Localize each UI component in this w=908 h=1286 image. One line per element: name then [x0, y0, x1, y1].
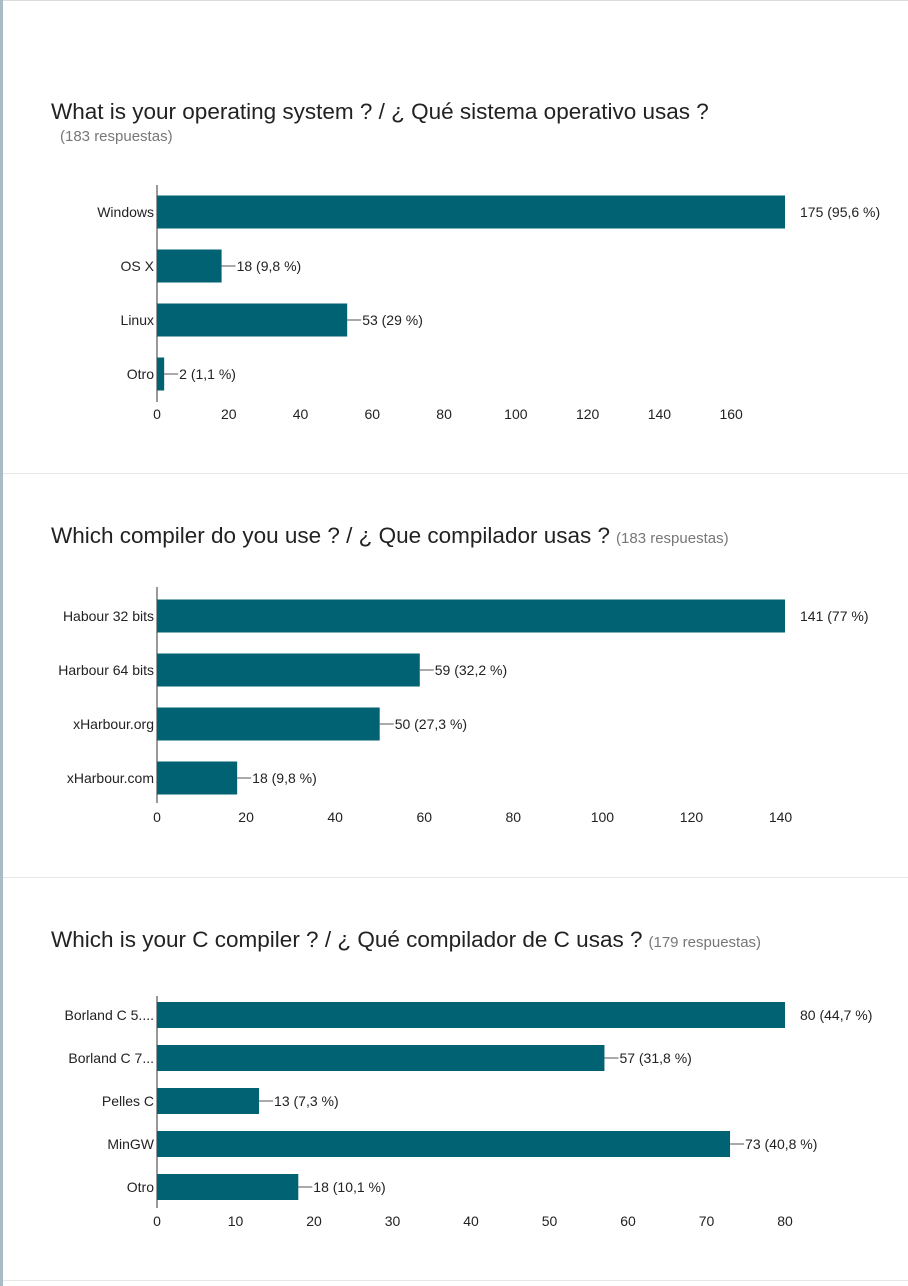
category-label-1: Harbour 64 bits — [58, 662, 154, 678]
question-card-2 — [3, 474, 908, 877]
category-label-0: Habour 32 bits — [63, 608, 154, 624]
bar-3 — [157, 357, 165, 391]
value-label-0: 141 (77 %) — [800, 608, 868, 624]
card-divider-2 — [3, 877, 908, 878]
category-label-4: Otro — [127, 1179, 154, 1195]
x-tick-label-5: 100 — [591, 809, 615, 825]
x-tick-label-1: 20 — [221, 406, 237, 422]
x-tick-label-2: 40 — [293, 406, 309, 422]
left-rail — [0, 0, 3, 1286]
value-label-2: 13 (7,3 %) — [274, 1093, 339, 1109]
question-title-1-text: What is your operating system ? / ¿ Qué … — [51, 99, 709, 124]
category-label-0: Windows — [97, 204, 154, 220]
value-label-1: 57 (31,8 %) — [619, 1050, 691, 1066]
bar-2 — [157, 707, 380, 741]
question-title-3-text: Which is your C compiler ? / ¿ Qué compi… — [51, 927, 643, 952]
bar-3 — [157, 1131, 731, 1157]
x-tick-label-3: 60 — [416, 809, 432, 825]
category-label-0: Borland C 5.... — [65, 1007, 155, 1023]
x-tick-label-8: 160 — [719, 406, 743, 422]
category-label-1: OS X — [121, 258, 155, 274]
category-label-3: MinGW — [107, 1136, 154, 1152]
x-tick-label-7: 70 — [699, 1213, 715, 1229]
category-label-2: xHarbour.org — [73, 716, 154, 732]
value-label-4: 18 (10,1 %) — [313, 1179, 385, 1195]
value-label-3: 73 (40,8 %) — [745, 1136, 817, 1152]
bar-1 — [157, 653, 420, 687]
category-label-2: Linux — [121, 312, 154, 328]
x-tick-label-3: 30 — [385, 1213, 401, 1229]
response-count-2: (183 respuestas) — [616, 530, 729, 547]
x-tick-label-2: 40 — [327, 809, 343, 825]
x-tick-label-4: 40 — [463, 1213, 479, 1229]
x-tick-label-0: 0 — [153, 406, 161, 422]
value-label-0: 175 (95,6 %) — [800, 204, 880, 220]
value-label-1: 59 (32,2 %) — [435, 662, 507, 678]
value-label-3: 18 (9,8 %) — [252, 770, 317, 786]
x-tick-label-1: 10 — [228, 1213, 244, 1229]
question-title-1: What is your operating system ? / ¿ Qué … — [51, 99, 709, 125]
category-label-3: Otro — [127, 366, 154, 382]
category-label-2: Pelles C — [102, 1093, 154, 1109]
value-label-1: 18 (9,8 %) — [237, 258, 302, 274]
bar-1 — [157, 1045, 605, 1071]
x-tick-label-6: 120 — [576, 406, 600, 422]
x-tick-label-0: 0 — [153, 1213, 161, 1229]
question-title-2-text: Which compiler do you use ? / ¿ Que comp… — [51, 523, 611, 548]
bar-2 — [157, 1088, 260, 1114]
question-title-3: Which is your C compiler ? / ¿ Qué compi… — [51, 927, 761, 953]
value-label-3: 2 (1,1 %) — [179, 366, 236, 382]
x-tick-label-1: 20 — [238, 809, 254, 825]
bar-3 — [157, 761, 238, 795]
chart-c-compiler: Borland C 5.... 80 (44,7 %) Borland C 7...… — [65, 996, 872, 1229]
x-tick-label-0: 0 — [153, 809, 161, 825]
card-divider-1 — [3, 473, 908, 474]
x-tick-label-4: 80 — [436, 406, 452, 422]
x-tick-label-6: 60 — [620, 1213, 636, 1229]
x-tick-label-2: 20 — [306, 1213, 322, 1229]
x-tick-label-6: 120 — [680, 809, 704, 825]
category-label-3: xHarbour.com — [67, 770, 154, 786]
top-divider — [3, 0, 908, 1]
chart-operating-system: Windows 175 (95,6 %) OS X 18 (9,8 %) Linux 53… — [97, 185, 880, 422]
x-tick-label-3: 60 — [365, 406, 381, 422]
x-tick-label-4: 80 — [506, 809, 522, 825]
x-tick-label-5: 100 — [504, 406, 528, 422]
question-card-1 — [3, 1, 908, 473]
bar-0 — [157, 1002, 785, 1028]
bar-2 — [157, 303, 348, 337]
question-title-2: Which compiler do you use ? / ¿ Que comp… — [51, 523, 729, 549]
response-count-3: (179 respuestas) — [648, 934, 762, 951]
question-card-3 — [3, 878, 908, 1280]
bar-1 — [157, 249, 222, 283]
card-divider-3 — [3, 1280, 908, 1281]
x-tick-label-8: 80 — [777, 1213, 793, 1229]
x-tick-label-7: 140 — [648, 406, 672, 422]
bar-0 — [157, 195, 785, 229]
category-label-1: Borland C 7... — [68, 1050, 154, 1066]
response-count-1: (183 respuestas) — [60, 128, 173, 145]
x-tick-label-5: 50 — [542, 1213, 558, 1229]
value-label-2: 53 (29 %) — [362, 312, 423, 328]
bar-0 — [157, 599, 785, 633]
x-tick-label-7: 140 — [769, 809, 793, 825]
bar-4 — [157, 1174, 299, 1200]
value-label-0: 80 (44,7 %) — [800, 1007, 872, 1023]
chart-compiler: Habour 32 bits 141 (77 %) Harbour 64 bits 5… — [58, 587, 868, 825]
value-label-2: 50 (27,3 %) — [395, 716, 467, 732]
